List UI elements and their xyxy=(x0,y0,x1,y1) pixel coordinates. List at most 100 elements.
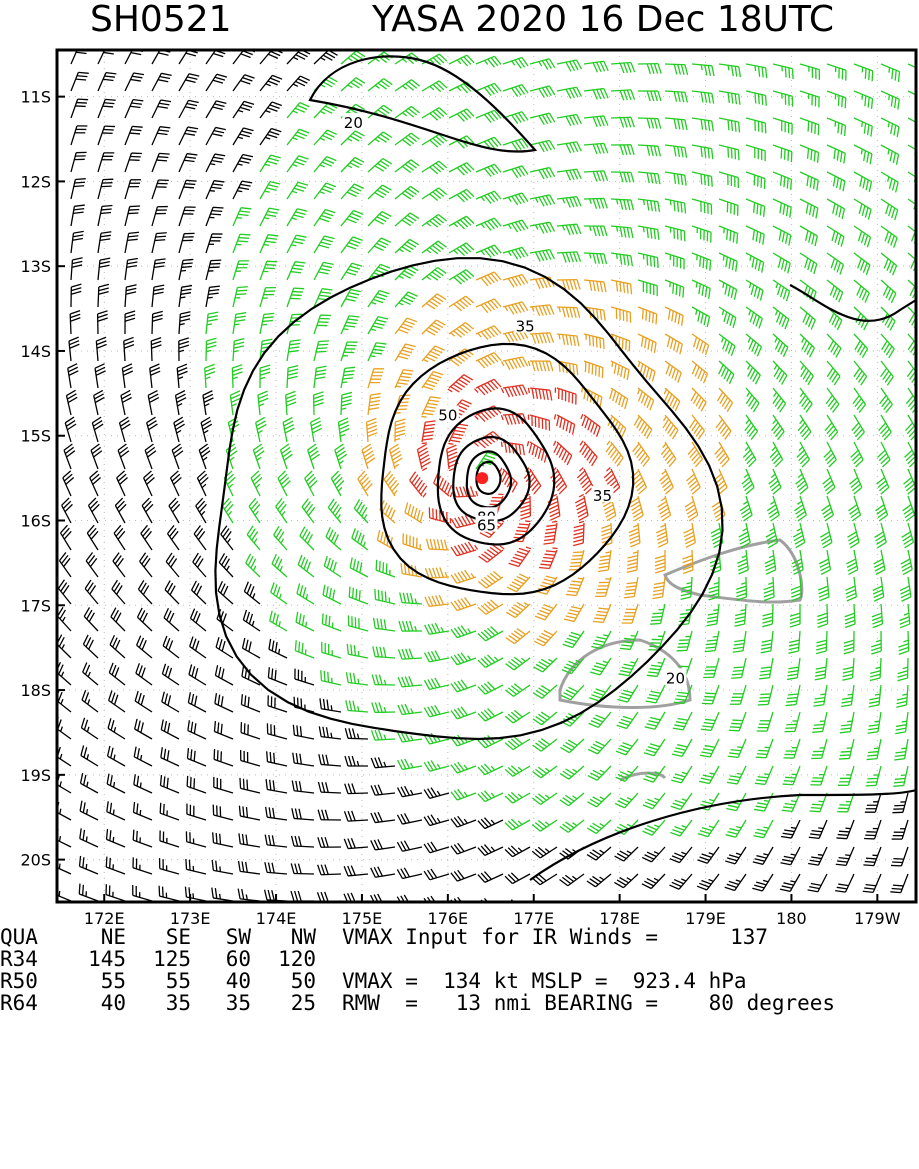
wind-barb xyxy=(742,469,754,494)
wind-barb xyxy=(891,847,908,866)
wind-barb xyxy=(854,226,871,247)
wind-barb xyxy=(398,649,422,659)
wind-barb xyxy=(773,64,793,79)
wind-barb xyxy=(251,471,262,496)
wind-barb xyxy=(692,118,713,131)
wind-barb xyxy=(560,739,584,753)
wind-barb xyxy=(656,523,667,547)
wind-barb xyxy=(611,90,635,100)
wind-barb xyxy=(341,210,363,226)
wind-barb xyxy=(152,73,172,91)
wind-barb xyxy=(611,226,633,238)
quadrant-header-qua: QUA xyxy=(0,926,38,948)
wind-barb xyxy=(584,171,608,181)
wind-barb xyxy=(81,773,98,793)
wind-barb xyxy=(478,791,503,802)
wind-barb xyxy=(331,471,344,496)
wind-barb xyxy=(692,253,711,271)
wind-barb xyxy=(503,247,528,259)
wind-barb xyxy=(346,700,368,712)
wind-barb xyxy=(68,364,79,388)
wind-barb xyxy=(405,502,423,523)
wind-barb xyxy=(422,241,446,254)
wind-barb xyxy=(870,658,881,681)
wind-barb xyxy=(368,291,389,307)
wind-barb xyxy=(362,444,375,469)
wind-barb xyxy=(881,334,894,358)
wind-barb xyxy=(827,172,845,191)
wind-barb xyxy=(665,226,685,241)
wind-barb xyxy=(688,442,702,467)
wind-barb xyxy=(532,793,557,804)
wind-barb xyxy=(295,669,314,685)
wind-barb xyxy=(746,307,762,328)
wind-barb xyxy=(451,762,476,773)
wind-barb xyxy=(168,525,179,550)
wind-barb xyxy=(57,635,71,658)
wind-barb xyxy=(451,680,476,692)
wind-barb xyxy=(395,292,418,307)
wind-barb xyxy=(368,79,392,91)
wind-barb xyxy=(422,421,436,444)
wind-barb xyxy=(791,577,802,601)
lon-label: 173E xyxy=(170,909,211,926)
lat-label: 17S xyxy=(20,596,51,615)
wind-barb xyxy=(354,499,368,523)
wind-barb xyxy=(655,550,665,573)
wind-barb xyxy=(368,212,391,226)
wind-barb xyxy=(266,779,287,793)
wind-barb xyxy=(314,366,327,388)
wind-barb xyxy=(854,118,872,137)
wind-barb xyxy=(98,153,114,172)
wind-barb xyxy=(87,525,98,550)
wind-barb xyxy=(875,523,887,548)
wind-barb xyxy=(244,582,260,604)
wind-barb xyxy=(868,712,881,733)
wind-barb xyxy=(563,631,584,647)
wind-barb xyxy=(615,847,638,861)
wind-barb xyxy=(808,874,827,892)
wind-barb xyxy=(684,523,696,547)
wind-barb xyxy=(118,444,129,469)
wind-barb xyxy=(881,253,897,275)
wind-barb xyxy=(638,91,661,101)
wind-barb xyxy=(451,816,476,827)
wind-barb xyxy=(702,685,719,704)
wind-barb xyxy=(638,172,660,184)
wind-barb xyxy=(746,226,764,245)
wind-barb xyxy=(587,874,611,887)
wind-barb xyxy=(133,885,152,901)
wind-barb xyxy=(810,766,827,785)
wind-barb xyxy=(587,793,611,807)
wind-barb xyxy=(629,523,640,547)
wind-barb xyxy=(505,819,530,830)
wind-barb xyxy=(561,685,584,700)
wind-barb xyxy=(293,753,314,766)
wind-barb xyxy=(642,847,665,862)
wind-barb xyxy=(643,793,665,809)
wind-barb xyxy=(622,604,638,623)
wind-barb xyxy=(314,103,337,118)
wind-barb xyxy=(375,589,395,604)
wind-barb xyxy=(773,172,792,190)
wind-barb xyxy=(269,639,287,658)
wind-barb xyxy=(422,346,445,362)
wind-barb xyxy=(349,587,368,604)
wind-barb xyxy=(671,793,692,809)
lat-label: 16S xyxy=(20,512,51,531)
wind-barb xyxy=(308,444,320,469)
wind-barb xyxy=(808,847,827,865)
wind-barb xyxy=(345,728,368,739)
wind-barb xyxy=(506,629,530,644)
wind-barb xyxy=(368,238,391,253)
wind-barb xyxy=(397,895,422,906)
wind-barb xyxy=(692,172,712,187)
wind-barb xyxy=(371,839,395,850)
wind-barb xyxy=(506,657,530,670)
wind-barb xyxy=(451,735,476,746)
wind-barb xyxy=(874,550,885,575)
r64-label: R64 xyxy=(0,992,38,1014)
wind-barb xyxy=(733,631,746,652)
wind-barb xyxy=(827,253,843,274)
